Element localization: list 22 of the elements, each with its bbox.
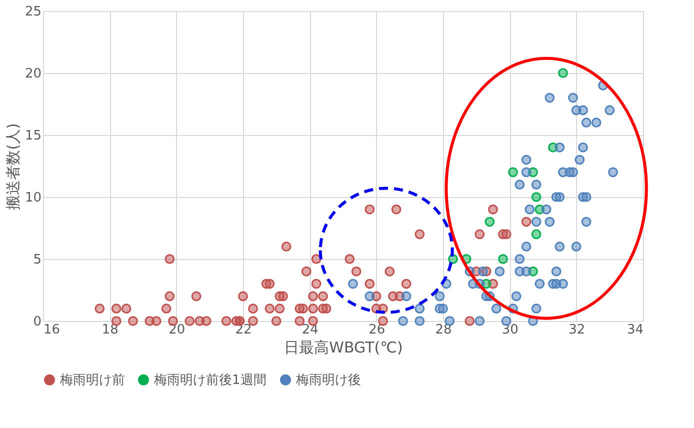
- y-tick-label: 25: [24, 4, 42, 20]
- y-tick-label: 15: [24, 128, 42, 144]
- y-tick-label: 5: [33, 252, 42, 268]
- point: [498, 254, 508, 264]
- y-tick-label: 0: [33, 314, 42, 330]
- x-tick-label: 24: [302, 322, 318, 338]
- point: [558, 68, 568, 78]
- x-tick-label: 26: [368, 322, 386, 338]
- point: [508, 167, 518, 178]
- y-tick-label: 20: [24, 66, 42, 82]
- point: [531, 229, 542, 240]
- x-axis-title: 日最高WBGT(℃): [284, 338, 403, 356]
- y-tick-label: 10: [24, 190, 42, 206]
- x-tick-label: 34: [626, 322, 644, 338]
- legend-label: 梅雨明け前: [59, 372, 125, 388]
- x-tick-label: 32: [568, 322, 586, 338]
- legend-label: 梅雨明け前後1週間: [153, 372, 266, 388]
- point: [531, 192, 542, 202]
- x-tick-label: 16: [44, 322, 60, 338]
- legend-label: 梅雨明け後: [295, 372, 361, 388]
- y-axis-title: 搬送者数(人): [4, 123, 22, 210]
- point: [484, 216, 495, 227]
